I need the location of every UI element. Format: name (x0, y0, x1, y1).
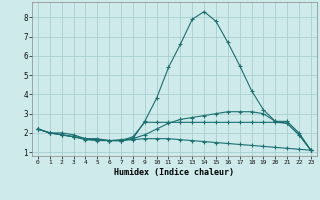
X-axis label: Humidex (Indice chaleur): Humidex (Indice chaleur) (115, 168, 234, 177)
